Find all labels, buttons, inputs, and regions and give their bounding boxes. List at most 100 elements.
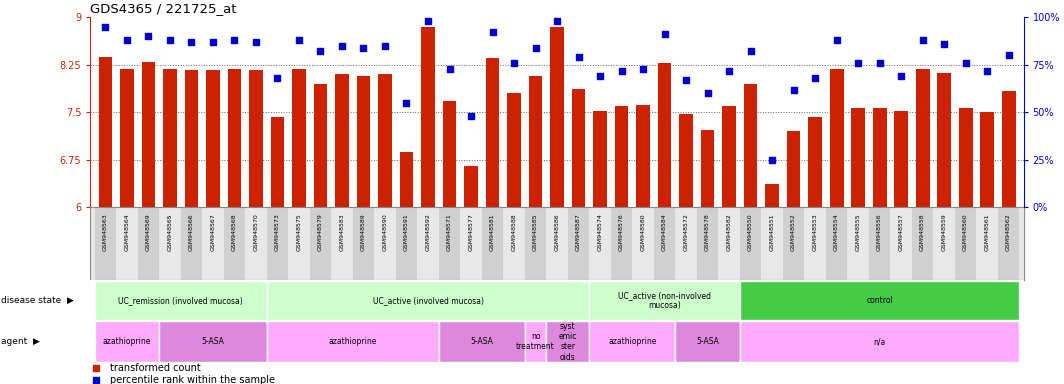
Bar [546,207,568,280]
Bar [550,27,564,207]
Point [269,75,286,81]
Text: GSM948563: GSM948563 [103,213,107,251]
Bar [977,207,998,280]
Text: 5-ASA: 5-ASA [201,337,225,346]
Bar [95,281,267,320]
Bar [353,207,375,280]
Bar [421,27,435,207]
Bar [163,69,177,207]
Bar [679,114,693,207]
Bar [959,108,972,207]
Text: n/a: n/a [874,337,885,346]
Point [828,37,845,43]
Bar [589,207,611,280]
Text: GSM948564: GSM948564 [124,213,130,251]
Bar [697,207,718,280]
Bar [223,207,245,280]
Point [656,31,674,38]
Point [226,37,243,43]
Bar [933,207,954,280]
Point [935,41,952,47]
Point [440,66,458,72]
Bar [891,207,912,280]
Bar [206,70,220,207]
Text: 5-ASA: 5-ASA [696,337,719,346]
Bar [375,207,396,280]
Bar [658,63,671,207]
Point [634,66,651,72]
Text: GSM948582: GSM948582 [727,213,732,251]
Bar [267,207,288,280]
Text: GSM948553: GSM948553 [813,213,817,251]
Bar [95,321,160,362]
Text: GSM948576: GSM948576 [619,213,624,251]
Bar [525,207,546,280]
Text: GSM948574: GSM948574 [598,213,602,251]
Bar [851,108,865,207]
Text: UC_active (non-involved
mucosa): UC_active (non-involved mucosa) [618,291,711,310]
Bar [761,207,783,280]
Bar [546,321,589,362]
Bar [653,207,676,280]
Bar [314,84,328,207]
Text: GSM948565: GSM948565 [167,213,172,251]
Point [162,37,179,43]
Point [957,60,974,66]
Text: GSM948559: GSM948559 [942,213,947,251]
Bar [632,207,653,280]
Point [140,33,157,40]
Text: GSM948591: GSM948591 [404,213,409,251]
Point [742,48,759,55]
Bar [160,207,181,280]
Point [979,68,996,74]
Point [613,68,630,74]
Bar [869,207,891,280]
Text: control: control [866,296,893,305]
Bar [482,207,503,280]
Bar [378,74,392,207]
Point [807,75,824,81]
Text: GSM948581: GSM948581 [491,213,495,251]
Text: GSM948561: GSM948561 [984,213,990,251]
Bar [399,152,414,207]
Point [204,39,221,45]
Text: GSM948575: GSM948575 [297,213,301,251]
Point [548,18,565,24]
Bar [615,106,629,207]
Text: GSM948590: GSM948590 [382,213,387,251]
Point [377,43,394,49]
Text: GSM948554: GSM948554 [834,213,839,251]
Text: GSM948580: GSM948580 [641,213,646,251]
Bar [808,118,822,207]
Text: GSM948572: GSM948572 [683,213,688,251]
Text: syst
emic
ster
oids: syst emic ster oids [559,322,577,362]
Bar [116,207,137,280]
Bar [249,70,263,207]
Bar [998,207,1019,280]
Bar [568,207,589,280]
Bar [267,281,589,320]
Point [871,60,888,66]
Point [463,113,480,119]
Point [419,18,436,24]
Bar [267,321,438,362]
Text: GSM948557: GSM948557 [898,213,903,251]
Text: agent  ▶: agent ▶ [1,337,40,346]
Text: GSM948585: GSM948585 [533,213,538,251]
Bar [356,76,370,207]
Point [183,39,200,45]
Text: azathioprine: azathioprine [608,337,656,346]
Bar [288,207,310,280]
Text: GSM948568: GSM948568 [232,213,237,251]
Bar [739,321,1019,362]
Bar [783,207,804,280]
Bar [120,69,134,207]
Point [849,60,866,66]
Bar [396,207,417,280]
Point [97,24,114,30]
Text: GSM948578: GSM948578 [705,213,710,251]
Bar [847,207,869,280]
Bar [245,207,267,280]
Bar [765,184,779,207]
Text: disease state  ▶: disease state ▶ [1,296,73,305]
